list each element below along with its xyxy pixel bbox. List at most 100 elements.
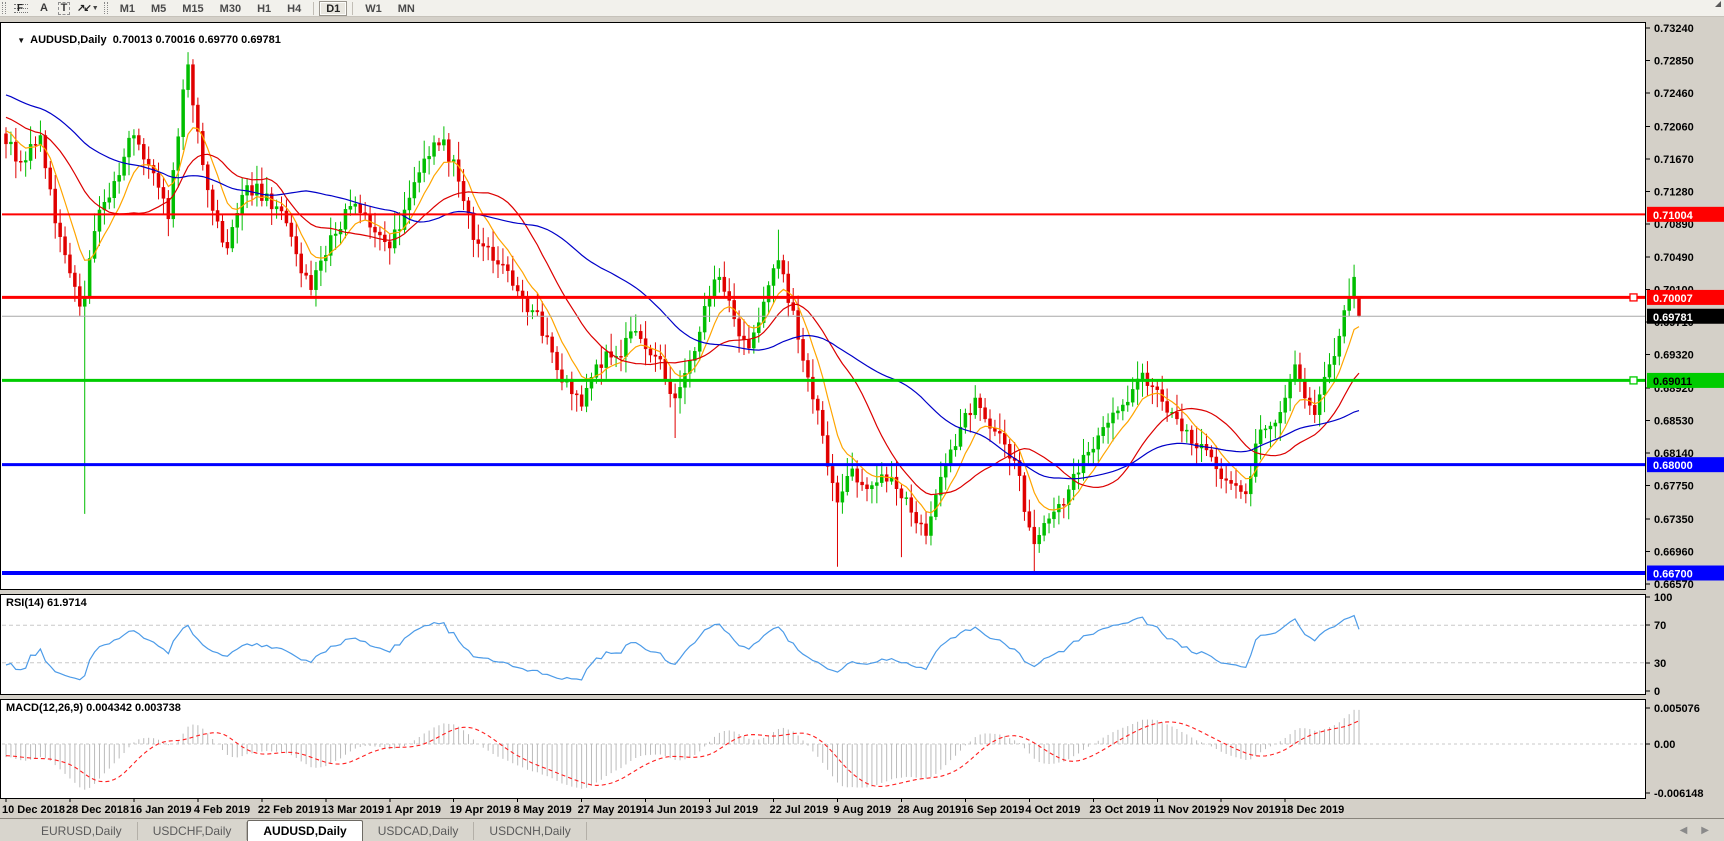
macd-tick-label: 0.005076 xyxy=(1654,703,1700,715)
price-tick-label: 0.69320 xyxy=(1654,350,1694,362)
price-tick-label: 0.66960 xyxy=(1654,546,1694,558)
price-tick-label: 0.71280 xyxy=(1654,186,1694,198)
toolbar-separator xyxy=(313,1,315,15)
text-tool-button[interactable]: T xyxy=(54,1,74,16)
price-tick-label: 0.72460 xyxy=(1654,88,1694,100)
tab-scroll-right-icon[interactable]: ▶ xyxy=(1701,824,1709,836)
price-axis[interactable]: 0.73240 0.72850 0.72460 0.72060 0.71670 0.712… xyxy=(1645,23,1724,591)
rsi-tick-label: 70 xyxy=(1654,620,1666,632)
price-label-text: 0.68000 xyxy=(1653,460,1693,472)
label-tool-button[interactable]: A xyxy=(34,1,54,16)
price-tick-label: 0.71670 xyxy=(1654,154,1694,166)
price-tick-label: 0.68140 xyxy=(1654,448,1694,460)
tab-usdcnh-daily[interactable]: USDCNH,Daily xyxy=(474,822,587,840)
price-tick-label: 0.73240 xyxy=(1654,23,1694,35)
fibonacci-icon: F xyxy=(13,2,31,15)
price-label-text: 0.66700 xyxy=(1653,569,1693,581)
arrows-tool-button[interactable]: ↗↙ ▼ xyxy=(74,1,102,16)
toolbar-grip[interactable] xyxy=(2,2,6,14)
tab-scroll-left-icon[interactable]: ◀ xyxy=(1679,824,1688,836)
timeframe-m30[interactable]: M30 xyxy=(219,2,242,15)
time-tick-label: 4 Feb 2019 xyxy=(194,804,250,816)
time-tick-label: 16 Jan 2019 xyxy=(130,804,192,816)
price-tick-label: 0.72060 xyxy=(1654,121,1694,133)
macd-tick-label: 0.00 xyxy=(1654,739,1675,751)
price-label-badge xyxy=(1647,457,1724,473)
ma-fast-line xyxy=(5,127,1360,514)
time-tick-label: 13 Mar 2019 xyxy=(322,804,384,816)
tab-usdchf-daily[interactable]: USDCHF,Daily xyxy=(138,822,248,840)
hline-handle-0.69011[interactable] xyxy=(1629,376,1638,385)
tab-eurusd-daily[interactable]: EURUSD,Daily xyxy=(26,822,138,840)
candlestick-series xyxy=(4,52,1361,573)
time-tick-label: 27 May 2019 xyxy=(578,804,642,816)
hline-handle-0.70007[interactable] xyxy=(1629,293,1638,302)
time-tick-label: 29 Nov 2019 xyxy=(1217,804,1281,816)
price-label-badge xyxy=(1647,289,1724,305)
chart-canvas[interactable]: 0.73240 0.72850 0.72460 0.72060 0.71670 0.712… xyxy=(0,18,1724,818)
timeframe-button-group: M1 M5 M15 M30 H1 H4 D1 W1 MN xyxy=(112,0,423,16)
time-tick-label: 14 Jun 2019 xyxy=(642,804,704,816)
timeframe-m15[interactable]: M15 xyxy=(182,2,204,15)
rsi-panel xyxy=(2,614,1645,681)
timeframe-w1[interactable]: W1 xyxy=(365,2,382,15)
main-chart-area[interactable] xyxy=(0,22,1646,590)
time-tick-label: 16 Sep 2019 xyxy=(961,804,1024,816)
price-tick-label: 0.68530 xyxy=(1654,416,1694,428)
timeframe-m5[interactable]: M5 xyxy=(150,2,167,15)
moving-averages xyxy=(5,94,1360,514)
price-label-badge xyxy=(1647,565,1724,581)
tab-scroll-arrows: ◀ ▶ xyxy=(1673,819,1724,841)
rsi-axis[interactable]: 100 70 30 0 xyxy=(1645,592,1672,698)
arrows-icon: ↗↙ xyxy=(77,2,92,14)
price-label-text: 0.69011 xyxy=(1653,376,1692,388)
toolbar-separator xyxy=(352,1,354,15)
price-label-text: 0.70007 xyxy=(1653,293,1693,305)
time-tick-label: 23 Oct 2019 xyxy=(1089,804,1150,816)
time-tick-label: 8 May 2019 xyxy=(514,804,572,816)
timeframe-h4[interactable]: H4 xyxy=(287,2,302,15)
price-tick-label: 0.67750 xyxy=(1654,481,1694,493)
toolbar-overflow-icon[interactable] xyxy=(1715,1,1721,7)
toolbar-grip-2[interactable] xyxy=(103,2,108,14)
price-tick-label: 0.72850 xyxy=(1654,56,1694,68)
ma-mid-line xyxy=(5,116,1360,496)
time-tick-label: 9 Aug 2019 xyxy=(833,804,891,816)
time-tick-label: 28 Aug 2019 xyxy=(897,804,961,816)
price-tick-label: 0.70490 xyxy=(1654,252,1694,264)
macd-axis[interactable]: 0.005076 0.00 -0.006148 xyxy=(1645,703,1704,800)
symbol-tab-bar: EURUSD,Daily USDCHF,Daily AUDUSD,Daily USDC… xyxy=(0,818,1724,841)
price-label-badge xyxy=(1647,308,1724,324)
chevron-down-icon: ▼ xyxy=(91,4,99,12)
top-toolbar: F A T ↗↙ ▼ M1 M5 M15 M30 H1 H4 D1 W1 MN xyxy=(0,0,1724,17)
price-tick-label: 0.67350 xyxy=(1654,514,1694,526)
time-tick-label: 1 Apr 2019 xyxy=(386,804,441,816)
rsi-tick-label: 30 xyxy=(1654,658,1666,670)
rsi-panel-area[interactable] xyxy=(0,594,1646,695)
tab-usdcad-daily[interactable]: USDCAD,Daily xyxy=(363,822,475,840)
time-tick-label: 28 Dec 2018 xyxy=(66,804,129,816)
chart-window: ▼ AUDUSD,Daily 0.70013 0.70016 0.69770 0.… xyxy=(0,18,1724,818)
time-axis[interactable]: 10 Dec 2018 28 Dec 2018 16 Jan 2019 4 Feb 2… xyxy=(2,798,1344,816)
tab-audusd-daily[interactable]: AUDUSD,Daily xyxy=(247,820,363,841)
label-icon: A xyxy=(40,2,48,14)
time-tick-label: 18 Dec 2019 xyxy=(1281,804,1344,816)
timeframe-m1[interactable]: M1 xyxy=(119,2,135,15)
price-label-text: 0.69781 xyxy=(1653,312,1693,324)
macd-tick-label: -0.006148 xyxy=(1654,788,1704,800)
time-tick-label: 22 Feb 2019 xyxy=(258,804,320,816)
timeframe-mn[interactable]: MN xyxy=(397,2,415,15)
rsi-line xyxy=(5,614,1360,681)
macd-panel xyxy=(2,709,1645,790)
symbol-tabs: EURUSD,Daily USDCHF,Daily AUDUSD,Daily USDC… xyxy=(26,819,587,841)
time-tick-label: 19 Apr 2019 xyxy=(450,804,511,816)
timeframe-d1[interactable]: D1 xyxy=(319,0,348,16)
time-tick-label: 3 Jul 2019 xyxy=(706,804,759,816)
fibonacci-tool-button[interactable]: F xyxy=(10,1,34,16)
price-tick-label: 0.66570 xyxy=(1654,579,1694,591)
text-icon: T xyxy=(57,1,71,15)
time-tick-label: 11 Nov 2019 xyxy=(1153,804,1216,816)
timeframe-h1[interactable]: H1 xyxy=(257,2,272,15)
ma-slow-line xyxy=(5,94,1360,480)
price-label-text: 0.71004 xyxy=(1653,210,1694,222)
